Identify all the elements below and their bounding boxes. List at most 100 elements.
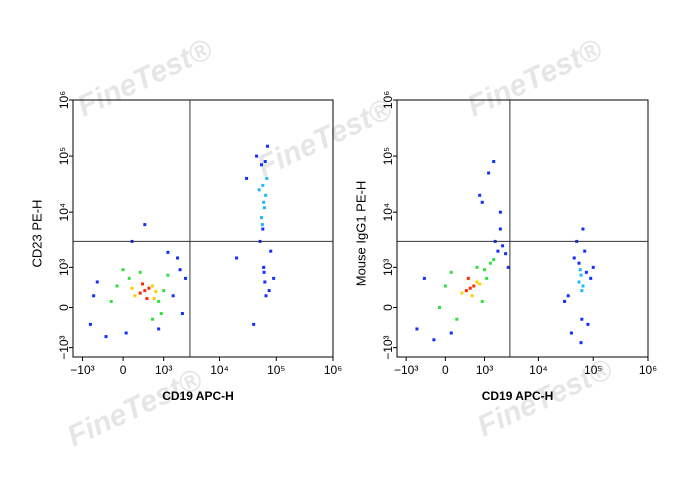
- event-dot: [488, 261, 492, 265]
- event-dot: [580, 289, 584, 293]
- event-dot: [171, 294, 175, 298]
- y-tick-label: 10⁴: [381, 203, 395, 222]
- x-tick-label: 10⁵: [267, 363, 285, 377]
- y-tick-label: 0: [381, 304, 395, 311]
- event-dot: [492, 258, 496, 262]
- x-tick-label: −10³: [70, 363, 94, 377]
- event-dot: [581, 227, 585, 231]
- event-dot: [455, 317, 459, 321]
- event-dot: [432, 338, 436, 342]
- y-tick-label: 10⁵: [381, 147, 395, 165]
- event-dot: [104, 335, 108, 339]
- x-tick-label: 10⁵: [584, 363, 602, 377]
- event-dot: [183, 276, 187, 280]
- event-dot: [449, 331, 453, 335]
- x-axis-label: CD19 APC-H: [482, 389, 554, 403]
- event-dot: [138, 291, 142, 295]
- event-dot: [577, 261, 581, 265]
- event-dot: [262, 206, 266, 210]
- event-dot: [475, 280, 479, 284]
- event-dot: [581, 284, 585, 288]
- event-dot: [109, 299, 113, 303]
- event-dot: [261, 183, 265, 187]
- event-dot: [260, 223, 264, 227]
- event-dot: [478, 282, 482, 286]
- y-tick-label: 10⁶: [57, 91, 71, 109]
- event-dot: [470, 294, 474, 298]
- event-dot: [260, 163, 264, 167]
- event-dot: [584, 270, 588, 274]
- event-dot: [583, 249, 587, 253]
- event-dot: [572, 256, 576, 260]
- event-dot: [480, 200, 484, 204]
- event-dot: [566, 294, 570, 298]
- event-dot: [124, 331, 128, 335]
- event-dot: [262, 200, 266, 204]
- event-dot: [151, 317, 155, 321]
- x-tick-label: 10³: [155, 363, 172, 377]
- event-dot: [166, 250, 170, 254]
- event-dot: [147, 286, 151, 290]
- x-tick-label: 10⁴: [210, 363, 229, 377]
- event-dot: [492, 160, 496, 164]
- event-dot: [176, 256, 180, 260]
- event-dot: [95, 280, 99, 284]
- event-dot: [235, 256, 239, 260]
- event-dot: [257, 188, 261, 192]
- x-tick-label: 0: [120, 363, 127, 377]
- event-dot: [478, 193, 482, 197]
- event-dot: [264, 193, 268, 197]
- y-axis-label: CD23 PE-H: [29, 200, 44, 268]
- event-dot: [178, 268, 182, 272]
- event-dot: [569, 331, 573, 335]
- x-tick-label: 10⁶: [639, 363, 657, 377]
- event-dot: [255, 154, 259, 158]
- event-dot: [501, 244, 505, 248]
- x-tick-label: 10⁶: [324, 363, 342, 377]
- event-dot: [591, 265, 595, 269]
- event-dot: [498, 210, 502, 214]
- y-tick-label: 10⁵: [57, 147, 71, 165]
- event-dot: [468, 286, 472, 290]
- event-dot: [88, 322, 92, 326]
- event-dot: [151, 284, 155, 288]
- event-dot: [272, 276, 276, 280]
- event-dot: [464, 289, 468, 293]
- event-dot: [157, 327, 161, 331]
- event-dot: [180, 312, 184, 316]
- watermark: FineTest®: [72, 32, 218, 123]
- event-dot: [252, 322, 256, 326]
- event-dot: [504, 252, 508, 256]
- event-dot: [263, 280, 267, 284]
- event-dot: [579, 341, 583, 345]
- event-dot: [267, 289, 271, 293]
- event-dot: [466, 276, 470, 280]
- event-dot: [269, 249, 273, 253]
- y-tick-label: −10³: [381, 335, 395, 359]
- event-dot: [145, 297, 149, 301]
- event-dot: [152, 297, 156, 301]
- event-dot: [138, 270, 142, 274]
- event-dot: [265, 144, 269, 148]
- event-dot: [589, 276, 593, 280]
- event-dot: [133, 294, 137, 298]
- event-dot: [260, 216, 264, 220]
- event-dot: [263, 160, 267, 164]
- event-dot: [157, 299, 161, 303]
- event-dot: [485, 276, 489, 280]
- event-dot: [498, 227, 502, 231]
- event-dot: [141, 282, 145, 286]
- watermark: FineTest®: [252, 92, 398, 183]
- event-dot: [506, 265, 510, 269]
- event-dot: [92, 294, 96, 298]
- event-dot: [130, 286, 134, 290]
- event-dot: [264, 294, 268, 298]
- event-dot: [261, 227, 265, 231]
- event-dot: [159, 312, 163, 316]
- y-tick-label: 10³: [381, 259, 395, 276]
- event-dot: [579, 273, 583, 277]
- event-dot: [480, 299, 484, 303]
- event-dot: [154, 290, 158, 294]
- event-dot: [586, 322, 590, 326]
